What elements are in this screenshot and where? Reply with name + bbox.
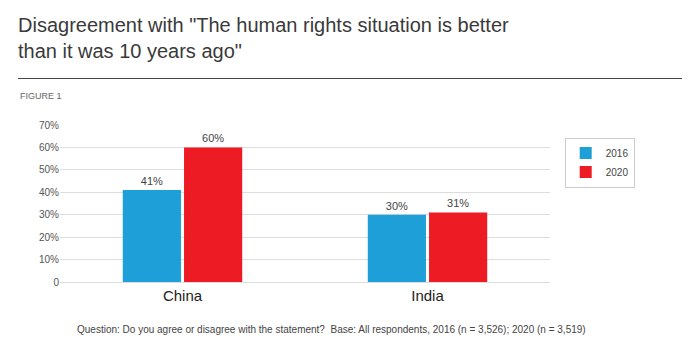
svg-text:30%: 30% [386,200,408,212]
svg-text:FIGURE 1: FIGURE 1 [20,91,62,101]
svg-text:2016: 2016 [606,148,629,159]
svg-text:India: India [411,287,444,304]
svg-text:2020: 2020 [606,167,629,178]
svg-text:31%: 31% [447,197,469,209]
svg-text:10%: 10% [39,254,59,265]
svg-text:20%: 20% [39,232,59,243]
html-text:Disagreement with "The human r: Disagreement with "The human rights situ… [18,14,509,62]
svg-text:30%: 30% [39,209,59,220]
svg-text:60%: 60% [39,142,59,153]
svg-text:China: China [163,287,203,304]
svg-text:40%: 40% [39,187,59,198]
svg-text:60%: 60% [202,132,224,144]
svg-text:0: 0 [53,277,59,288]
svg-text:41%: 41% [141,175,163,187]
svg-text:70%: 70% [39,120,59,131]
svg-text:50%: 50% [39,164,59,175]
svg-text:Question: Do you agree or disa: Question: Do you agree or disagree with … [77,324,586,335]
